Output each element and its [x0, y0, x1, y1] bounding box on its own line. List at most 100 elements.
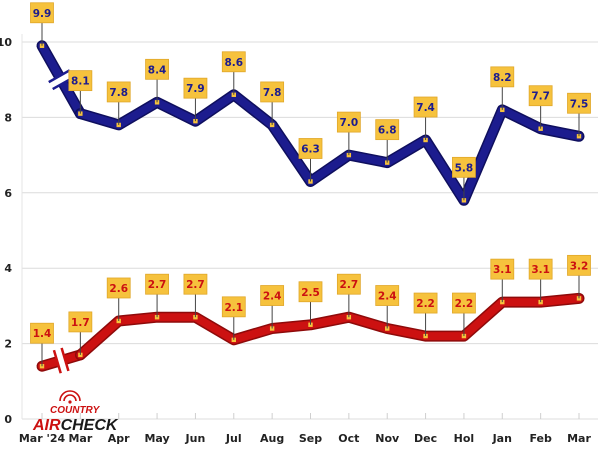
data-label-bg-top: [336, 111, 361, 133]
axis-break-marks: [48, 69, 75, 374]
data-label-top: 9.9: [33, 8, 52, 20]
data-label-bottom: 2.4: [378, 291, 397, 303]
data-label-top: 7.0: [340, 117, 359, 129]
data-point-top: [78, 111, 83, 116]
data-label-bottom: 3.2: [570, 260, 589, 272]
data-label-layer: 9.9 8.1 7.8 8.4 7.9 8.6 7.8 6.3 7.0 6.8 7.4 5.8 8.2 7…: [30, 2, 591, 367]
data-label-top: 6.3: [301, 143, 320, 155]
x-tick-label: Hol: [454, 432, 475, 445]
data-label-bg-top: [413, 96, 438, 118]
data-label-bg-bottom: [528, 258, 553, 280]
data-label-top: 8.6: [224, 57, 243, 69]
y-tick-labels: 0 2 4 6 8 10: [0, 36, 12, 426]
y-tick-4: 4: [4, 262, 12, 275]
y-tick-2: 2: [4, 338, 12, 351]
data-label-bg-top: [490, 66, 515, 88]
break-stroke: [52, 349, 62, 374]
data-point-bottom: [385, 326, 390, 331]
x-tick-label: Aug: [260, 432, 284, 445]
data-label-bg-bottom: [68, 311, 93, 333]
x-tick-label: Mar '24: [19, 432, 66, 445]
svg-text:AIRCHECK: AIRCHECK: [32, 417, 119, 434]
data-label-bg-top: [260, 81, 285, 103]
data-label-bottom: 2.7: [148, 279, 167, 291]
data-label-bg-bottom: [336, 273, 361, 295]
series-line-top: [76, 90, 583, 205]
logo-air: AIR: [32, 417, 61, 434]
data-label-bottom: 1.4: [33, 328, 52, 340]
break-stroke: [48, 69, 71, 84]
x-tick-label: Feb: [529, 432, 552, 445]
data-label-bottom: 1.7: [71, 317, 90, 329]
data-label-top: 7.8: [109, 87, 128, 99]
x-tick-label: Apr: [108, 432, 130, 445]
data-label-top: 7.7: [531, 91, 550, 103]
data-label-bottom: 2.7: [340, 279, 359, 291]
axis-break-bottom: [52, 347, 70, 374]
data-label-bottom: 3.1: [531, 264, 550, 276]
x-tick-label: Mar: [567, 432, 591, 445]
data-label-bg-bottom: [490, 258, 515, 280]
data-label-bg-top: [145, 58, 169, 80]
data-label-bg-top: [183, 77, 208, 99]
data-label-bottom: 2.6: [109, 283, 128, 295]
grid-layer: [21, 34, 598, 420]
data-label-top: 6.8: [378, 125, 397, 137]
logo-check: CHECK: [61, 417, 119, 434]
country-aircheck-logo: COUNTRY AIRCHECK: [32, 390, 119, 434]
data-label-bg-top: [68, 70, 93, 92]
data-label-bg-bottom: [145, 273, 169, 295]
x-tick-label: Oct: [338, 432, 359, 445]
data-label-top: 7.5: [570, 98, 589, 110]
y-tick-8: 8: [4, 111, 12, 124]
data-label-bottom: 2.2: [455, 298, 474, 310]
data-label-bg-bottom: [413, 292, 438, 314]
data-label-top: 7.4: [416, 102, 435, 114]
data-label-bottom: 2.4: [263, 291, 282, 303]
data-label-bg-top: [528, 85, 553, 107]
data-label-bg-top: [106, 81, 131, 103]
data-label-bg-bottom: [30, 322, 54, 344]
x-tick-label: Jun: [185, 432, 206, 445]
data-point-top: [154, 100, 160, 105]
data-label-top: 8.1: [71, 76, 90, 88]
data-point-bottom: [346, 315, 352, 320]
series-line-bottom: [76, 294, 583, 359]
data-label-top: 5.8: [455, 162, 474, 174]
radio-wave-icon: [59, 390, 81, 404]
data-label-bottom: 3.1: [493, 264, 512, 276]
data-label-bg-top: [375, 119, 400, 141]
x-tick-labels: Mar '24 Mar Apr May Jun Jul Aug Sep Oct Nov Dec Hol…: [19, 432, 592, 445]
y-tick-6: 6: [4, 187, 12, 200]
data-label-bottom: 2.2: [416, 298, 435, 310]
x-tick-label: Jul: [225, 432, 242, 445]
y-tick-0: 0: [4, 413, 12, 426]
data-label-top: 8.4: [148, 64, 167, 76]
data-point-bottom: [154, 315, 160, 320]
data-label-bg-top: [452, 156, 476, 178]
data-label-bg-bottom: [452, 292, 476, 314]
data-label-bg-bottom: [221, 296, 246, 318]
data-label-top: 8.2: [493, 72, 512, 84]
x-tick-label: Nov: [375, 432, 400, 445]
data-label-bg-bottom: [567, 254, 591, 276]
data-label-bg-top: [567, 92, 591, 114]
data-point-bottom: [231, 337, 236, 343]
x-tick-label: Jan: [492, 432, 512, 445]
data-label-bg-top: [298, 138, 323, 159]
break-gap: [48, 70, 74, 90]
data-label-bg-top: [221, 51, 246, 73]
x-tick-label: May: [144, 432, 169, 445]
series-layer: [36, 40, 585, 372]
data-label-bottom: 2.7: [186, 279, 205, 291]
data-label-bg-top: [30, 2, 54, 24]
data-label-bg-bottom: [375, 285, 400, 306]
data-point-bottom: [269, 326, 275, 331]
x-tick-label: Sep: [299, 432, 322, 445]
data-label-bottom: 2.1: [224, 302, 243, 314]
data-label-bg-bottom: [260, 285, 285, 306]
data-label-bg-bottom: [106, 277, 131, 299]
series-line-bottom-shadow: [74, 292, 585, 361]
